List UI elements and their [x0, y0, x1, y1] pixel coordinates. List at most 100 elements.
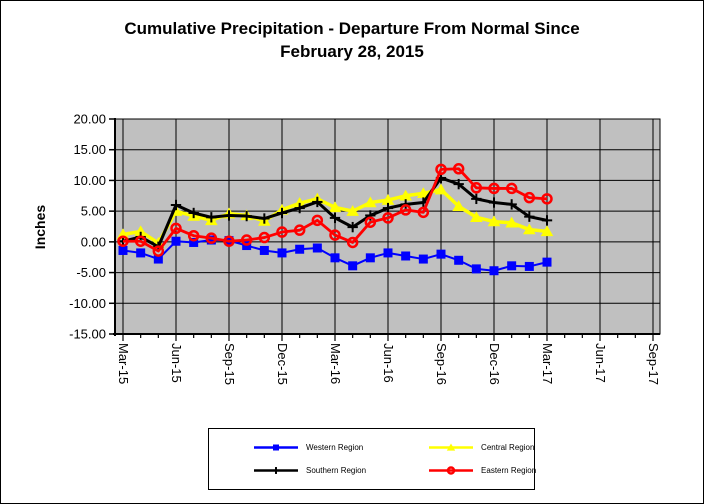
x-tick-label: Mar-16 [328, 343, 343, 384]
legend-label-central-region: Central Region [481, 443, 535, 452]
marker-triangle [381, 194, 395, 205]
marker-square [348, 261, 358, 271]
x-tick-label: Sep-15 [222, 343, 237, 385]
marker-square [418, 254, 428, 264]
y-tick-label: -5.00 [76, 265, 106, 280]
marker-square [259, 245, 269, 255]
x-tick-label: Sep-16 [434, 343, 449, 385]
marker-square [507, 261, 517, 271]
marker-square [524, 261, 534, 271]
marker-square [189, 237, 199, 247]
marker-triangle [470, 211, 483, 223]
marker-circle [240, 234, 253, 246]
marker-circle [399, 204, 412, 216]
marker-square [153, 254, 163, 264]
legend-label-southern-region: Southern Region [306, 466, 367, 475]
marker-square [383, 248, 393, 258]
chart-title: Cumulative Precipitation - Departure Fro… [1, 17, 703, 63]
legend-item-western-region: Western Region [209, 442, 366, 453]
marker-circle [523, 191, 536, 204]
marker-circle [435, 163, 447, 176]
x-tick-label: Jun-15 [169, 343, 184, 383]
marker-circle [223, 235, 235, 247]
marker-circle [364, 216, 377, 228]
x-tick-label: Dec-16 [487, 343, 502, 385]
marker-triangle [446, 443, 456, 451]
marker-circle [311, 214, 324, 227]
marker-circle [505, 182, 518, 195]
marker-circle [276, 226, 288, 238]
x-tick-label: Mar-17 [540, 343, 555, 384]
y-tick-label: 10.00 [73, 173, 106, 188]
x-tick-label: Mar-15 [116, 343, 131, 384]
legend-item-southern-region: Southern Region [209, 465, 366, 476]
x-tick-label: Sep-17 [646, 343, 661, 385]
marker-triangle [346, 205, 359, 216]
marker-triangle [417, 187, 430, 199]
marker-square [454, 255, 464, 265]
marker-triangle [399, 189, 412, 201]
legend-swatch-western-icon [254, 444, 298, 451]
marker-circle [382, 212, 394, 224]
marker-triangle [328, 201, 342, 213]
marker-square [365, 253, 375, 263]
marker-circle [488, 182, 500, 195]
marker-square [273, 444, 279, 451]
legend-label-western-region: Western Region [306, 443, 364, 452]
marker-square [277, 248, 287, 258]
marker-square [436, 249, 446, 259]
marker-circle [170, 222, 182, 235]
y-tick-label: -15.00 [69, 327, 106, 342]
chart-title-line1: Cumulative Precipitation - Departure Fro… [124, 19, 580, 38]
marker-triangle [505, 216, 518, 228]
legend-item-eastern-region: Eastern Region [366, 465, 536, 476]
marker-circle [293, 224, 306, 236]
legend-swatch-eastern-icon [429, 466, 474, 475]
chart-title-line2: February 28, 2015 [280, 42, 424, 61]
y-tick-label: 0.00 [81, 234, 106, 249]
y-tick-label: -10.00 [69, 296, 106, 311]
y-tick-label: 20.00 [73, 112, 106, 127]
legend-label-eastern-region: Eastern Region [481, 466, 537, 475]
marker-circle [205, 232, 218, 244]
marker-triangle [134, 225, 147, 237]
legend-item-central-region: Central Region [366, 442, 536, 453]
marker-triangle [540, 225, 554, 237]
marker-circle [446, 466, 456, 475]
marker-circle [134, 235, 147, 247]
marker-circle [117, 235, 129, 247]
marker-triangle [434, 183, 448, 195]
marker-circle [187, 229, 200, 242]
marker-circle [329, 229, 341, 241]
marker-circle [152, 245, 165, 257]
series-line [123, 167, 548, 253]
marker-circle [417, 206, 430, 219]
marker-circle [346, 236, 359, 249]
marker-square [171, 236, 181, 246]
x-tick-label: Jun-16 [381, 343, 396, 383]
marker-square [206, 235, 216, 245]
x-tick-label: Dec-15 [275, 343, 290, 385]
marker-square [542, 257, 552, 267]
x-tick-label: Jun-17 [593, 343, 608, 383]
y-tick-label: 5.00 [81, 204, 106, 219]
y-axis-title: Inches [32, 205, 48, 250]
marker-triangle [452, 200, 465, 211]
marker-square [136, 248, 146, 258]
marker-circle [452, 163, 465, 175]
series-eastern-region [117, 163, 553, 257]
y-tick-label: 15.00 [73, 142, 106, 157]
legend-swatch-southern-icon [254, 467, 298, 474]
marker-circle [470, 182, 483, 194]
legend: Western Region Central Region Southern R… [208, 428, 536, 490]
marker-square [401, 251, 411, 261]
marker-square [471, 264, 481, 274]
marker-circle [541, 193, 553, 205]
marker-triangle [293, 197, 306, 208]
legend-swatch-central-icon [429, 443, 474, 451]
marker-triangle [487, 215, 501, 227]
marker-circle [258, 231, 271, 244]
marker-square [295, 244, 305, 254]
